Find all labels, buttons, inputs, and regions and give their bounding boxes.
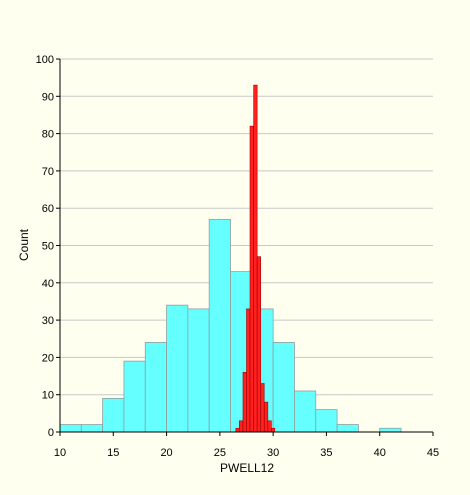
- x-tick-label-25: 25: [214, 447, 226, 459]
- y-tick-label-0: 0: [48, 427, 54, 439]
- series-1-bar-2: [102, 398, 125, 433]
- series-2-bars: [235, 84, 276, 433]
- y-tick-label-100: 100: [36, 54, 54, 66]
- gridlines: [60, 58, 433, 396]
- series-1-bar-4: [144, 342, 167, 433]
- x-tick-label-15: 15: [107, 447, 119, 459]
- x-tick-label-30: 30: [267, 447, 279, 459]
- y-tick-label-60: 60: [42, 203, 54, 215]
- series-1-bar-3: [123, 360, 146, 433]
- x-axis-ticks: 10 15 20 25 30 35 40 45: [54, 432, 439, 459]
- series-1-bar-11: [294, 390, 317, 433]
- y-axis-ticks: 0 10 20 30 40 50 60 70 80 90 100: [36, 54, 60, 439]
- y-axis-label: Count: [17, 228, 31, 261]
- series-2-bar-8: [263, 401, 269, 433]
- series-2-bar-6: [256, 256, 261, 433]
- series-1-bar-0: [59, 424, 82, 433]
- series-1-bar-1: [80, 424, 104, 433]
- y-tick-label-70: 70: [42, 166, 54, 178]
- series-2-bar-5: [253, 84, 258, 433]
- series-1-bars: [59, 218, 402, 433]
- x-tick-label-35: 35: [320, 447, 332, 459]
- y-tick-label-50: 50: [42, 241, 54, 253]
- series-1-bar-6: [187, 308, 210, 433]
- y-tick-label-90: 90: [42, 91, 54, 103]
- y-tick-label-10: 10: [42, 390, 54, 402]
- series-2-bar-10: [271, 427, 276, 433]
- y-tick-label-40: 40: [42, 278, 54, 290]
- x-axis-label: PWELL12: [220, 461, 274, 475]
- series-1-bar-7: [208, 218, 231, 433]
- series-2-bar-1: [239, 420, 244, 433]
- series-1-bar-12: [315, 409, 338, 433]
- series-2-bar-9: [267, 420, 272, 433]
- series-2-bar-3: [246, 308, 251, 433]
- series-1-bar-15: [379, 427, 402, 433]
- y-tick-label-30: 30: [42, 315, 54, 327]
- series-2-bar-2: [242, 372, 247, 433]
- series-1-bar-10: [272, 342, 295, 433]
- y-tick-label-20: 20: [42, 352, 54, 364]
- series-2-bar-4: [249, 125, 254, 433]
- series-2-bar-7: [260, 383, 265, 433]
- x-tick-label-20: 20: [160, 447, 172, 459]
- x-tick-label-45: 45: [427, 447, 439, 459]
- x-tick-label-40: 40: [374, 447, 386, 459]
- series-1-bar-5: [166, 304, 189, 433]
- x-tick-label-10: 10: [54, 447, 66, 459]
- y-tick-label-80: 80: [42, 129, 54, 141]
- series-2-bar-0: [235, 427, 240, 433]
- series-1-bar-13: [336, 424, 359, 433]
